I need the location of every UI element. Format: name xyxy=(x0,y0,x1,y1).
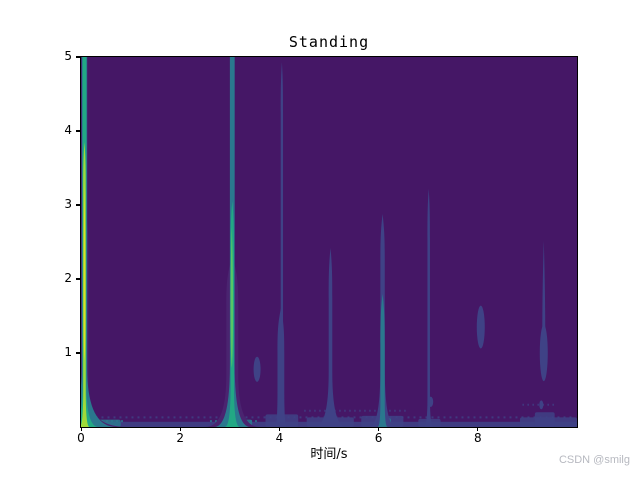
spectral-spike-core xyxy=(83,182,86,361)
y-tick xyxy=(76,204,80,206)
y-tick-label: 4 xyxy=(64,123,72,137)
spectrogram-canvas xyxy=(81,57,577,427)
spectral-blob xyxy=(428,396,434,408)
chart-title: Standing xyxy=(288,33,370,51)
plot-area xyxy=(80,56,578,428)
spectral-spike-core xyxy=(230,227,234,368)
watermark: CSDN @smilg xyxy=(558,454,630,466)
x-tick-label: 4 xyxy=(275,431,284,445)
y-tick xyxy=(76,56,80,58)
y-tick-label: 1 xyxy=(64,345,72,359)
y-tick xyxy=(76,130,80,132)
x-tick xyxy=(477,427,479,431)
spectral-spike xyxy=(274,308,287,427)
spectral-blob xyxy=(539,400,544,410)
spectral-spike xyxy=(314,247,347,427)
spectral-blob xyxy=(539,324,548,382)
x-tick-label: 6 xyxy=(374,431,383,445)
y-tick-label: 3 xyxy=(64,197,72,211)
x-tick xyxy=(179,427,181,431)
spectral-spike xyxy=(377,293,388,427)
x-tick-label: 8 xyxy=(473,431,482,445)
x-tick xyxy=(80,427,82,431)
x-axis-label: 时间/s xyxy=(310,447,348,462)
x-tick xyxy=(378,427,380,431)
y-tick xyxy=(76,352,80,354)
spectral-blob xyxy=(253,356,261,382)
spectral-spike xyxy=(277,62,286,427)
x-tick xyxy=(278,427,281,431)
noise-band-patch xyxy=(534,412,555,427)
spectral-spike xyxy=(423,188,434,427)
spectral-blob xyxy=(476,305,485,349)
x-tick-label: 0 xyxy=(77,431,85,445)
y-tick-label: 5 xyxy=(64,49,72,63)
y-tick xyxy=(76,278,80,280)
x-tick-label: 2 xyxy=(176,431,184,445)
y-tick-label: 2 xyxy=(64,271,72,285)
